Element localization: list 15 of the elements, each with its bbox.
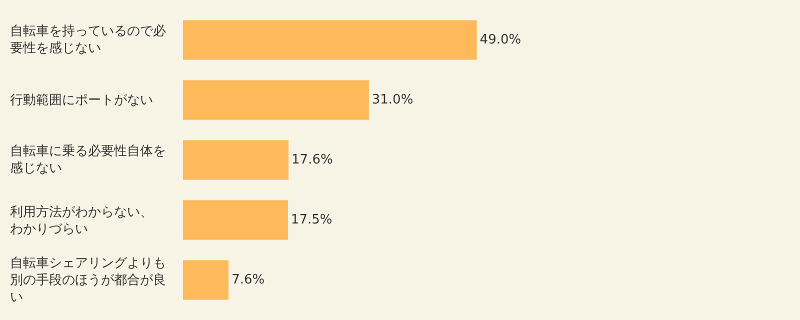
bar bbox=[183, 80, 369, 120]
bar bbox=[183, 260, 229, 300]
data-label: 17.6% bbox=[292, 152, 333, 168]
data-label: 7.6% bbox=[232, 272, 265, 288]
y-tick-label: 利用方法がわからない、わかりづらい bbox=[10, 204, 153, 237]
bar bbox=[183, 140, 289, 180]
y-tick-label: 自転車シェアリングよりも別の手段のほうが都合が良い bbox=[10, 256, 166, 305]
data-label: 31.0% bbox=[372, 92, 414, 108]
y-tick-label: 行動範囲にポートがない bbox=[10, 93, 153, 108]
bar bbox=[183, 20, 477, 60]
y-tick-label: 自転車を持っているので必要性を感じない bbox=[10, 24, 166, 56]
data-label: 49.0% bbox=[480, 32, 522, 48]
bar bbox=[183, 200, 288, 240]
data-label: 17.5% bbox=[290, 212, 332, 228]
y-tick-label: 自転車に乗る必要性自体を感じない bbox=[10, 144, 166, 176]
